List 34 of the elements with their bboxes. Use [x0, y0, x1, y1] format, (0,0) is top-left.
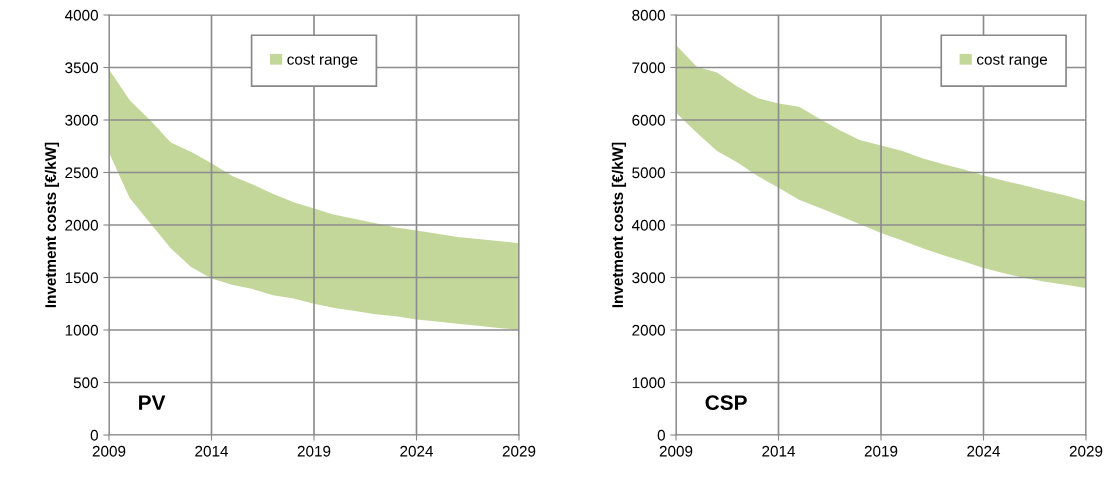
- annotation: PV: [139, 395, 166, 410]
- y-tick-label: 7000: [632, 62, 665, 74]
- legend-label: cost range: [287, 54, 358, 68]
- x-tick-label: 2024: [400, 445, 434, 457]
- y-tick-label: 5000: [632, 167, 665, 179]
- y-tick-label: 2500: [65, 167, 98, 179]
- x-tick-label: 2014: [762, 445, 796, 457]
- y-tick-label: 1000: [632, 377, 665, 389]
- y-tick-label: 0: [657, 429, 665, 441]
- x-tick-label: 2019: [297, 445, 331, 457]
- y-tick-label: 2000: [65, 219, 98, 231]
- y-axis-title: Invetment costs [€/kW]: [44, 142, 60, 308]
- x-tick-label: 2024: [967, 445, 1001, 457]
- legend-label: cost range: [977, 54, 1048, 68]
- y-tick-label: 4000: [631, 219, 665, 231]
- y-tick-label: 8000: [632, 9, 665, 21]
- y-tick-label: 3000: [65, 114, 98, 126]
- y-tick-label: 2000: [632, 324, 665, 336]
- x-tick-label: 2029: [1069, 445, 1103, 457]
- y-tick-label: 0: [90, 429, 98, 441]
- y-tick-label: 3000: [632, 272, 665, 284]
- y-tick-label: 1500: [65, 272, 98, 284]
- y-axis-title: Invetment costs [€/kW]: [611, 142, 627, 308]
- x-tick-label: 2019: [864, 445, 898, 457]
- y-tick-label: 1000: [65, 324, 98, 336]
- y-tick-label: 6000: [632, 114, 665, 126]
- y-tick-label: 4000: [64, 9, 98, 21]
- x-tick-label: 2029: [502, 445, 536, 457]
- annotation: CSP: [705, 395, 747, 411]
- x-tick-label: 2009: [92, 445, 126, 457]
- y-tick-label: 3500: [65, 62, 98, 74]
- y-tick-label: 500: [73, 377, 98, 389]
- x-tick-label: 2014: [195, 445, 229, 457]
- x-tick-label: 2009: [659, 445, 693, 457]
